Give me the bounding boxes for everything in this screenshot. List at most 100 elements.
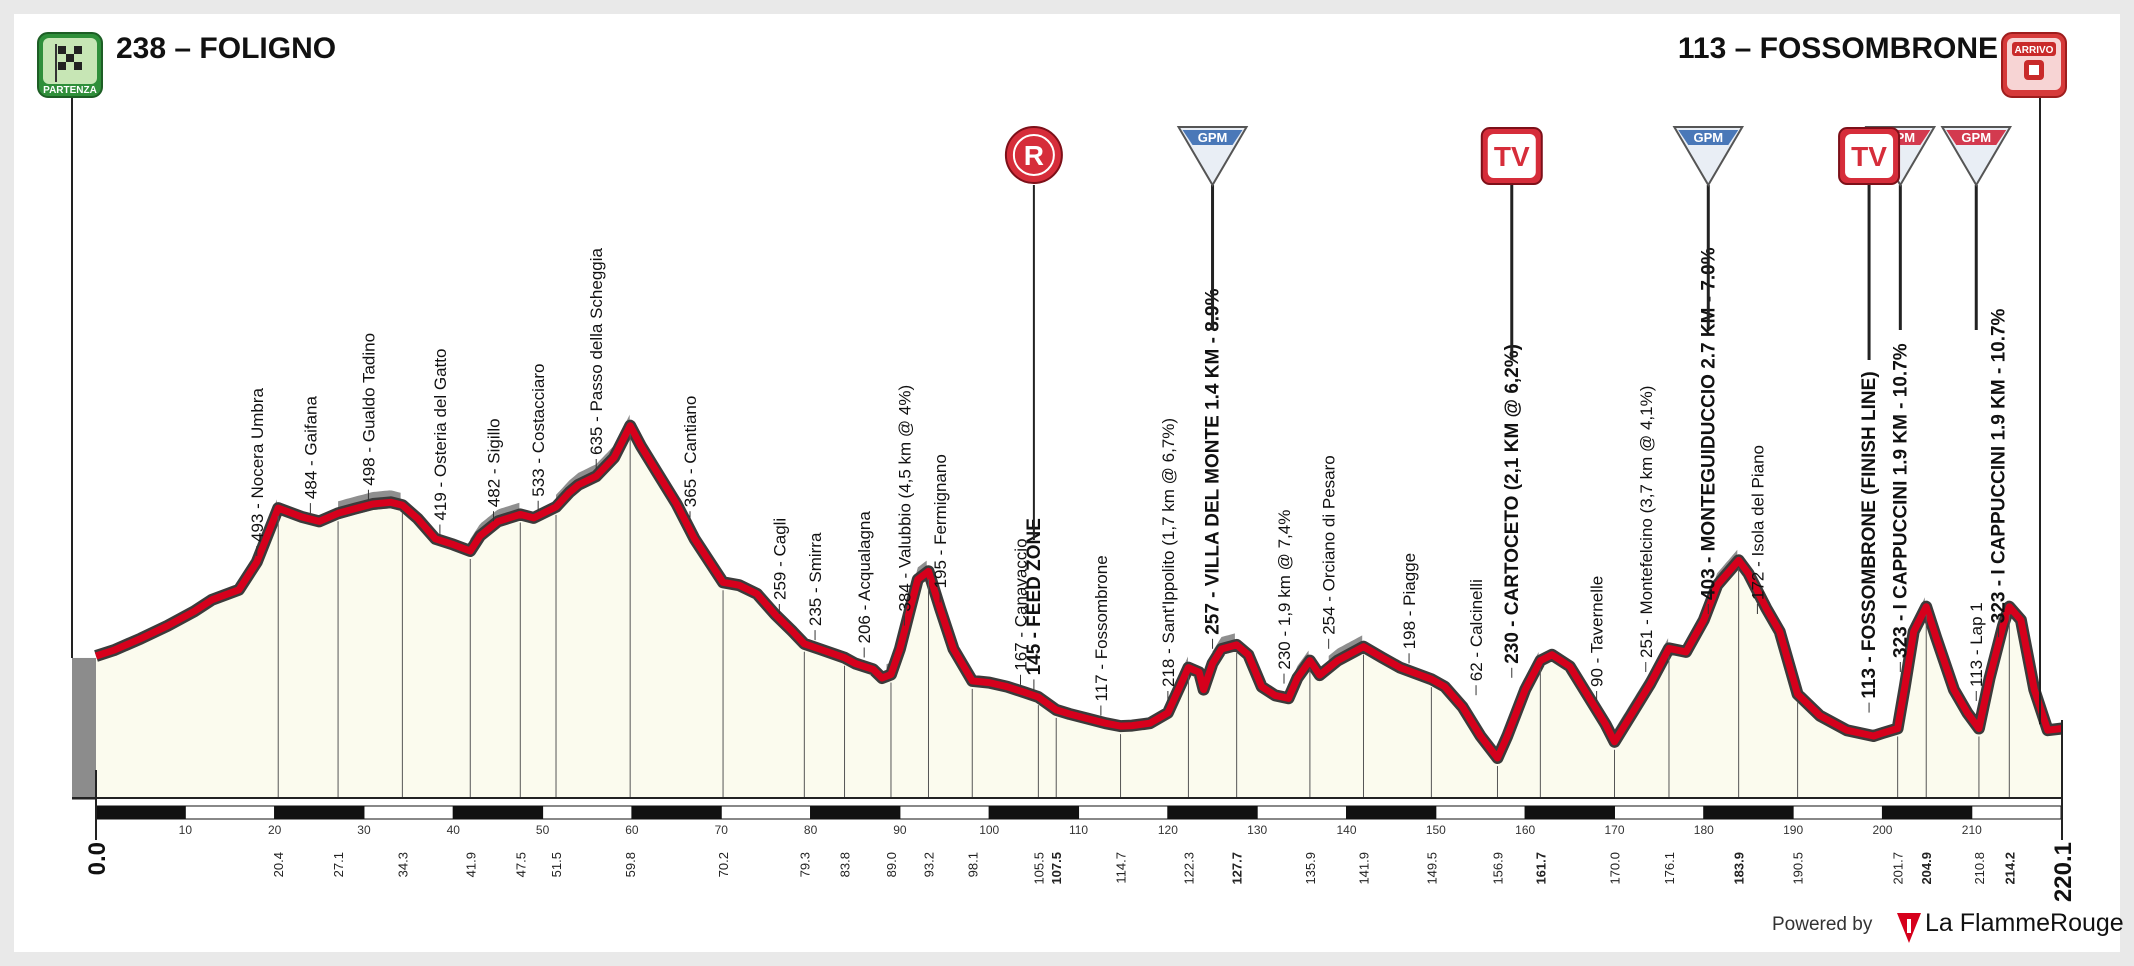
km-scale-segment (1881, 805, 1973, 820)
place-label: 195 - Fermignano (931, 454, 950, 588)
km-scale-segment (720, 805, 812, 820)
km-point-label: 79.3 (797, 852, 812, 877)
place-label: 384 - Valubbio (4,5 km @ 4%) (895, 385, 914, 612)
axis-tick-label: 120 (1158, 823, 1178, 837)
marker-text: R (1024, 140, 1044, 171)
km-scale-segment (810, 805, 901, 820)
place-label: 498 - Gualdo Tadino (359, 333, 378, 486)
km-point-label: 204.9 (1919, 852, 1934, 885)
place-label: 117 - Fossombrone (1092, 555, 1111, 701)
place-label: 206 - Acqualagna (855, 511, 874, 644)
flamme-rouge-logo-icon (1897, 913, 1921, 943)
place-label: 484 - Gaifana (301, 396, 320, 500)
km-point-label: 105.5 (1031, 852, 1046, 885)
axis-tick-label: 200 (1872, 823, 1892, 837)
axis-tick-label: 180 (1694, 823, 1714, 837)
marker-text: TV (1851, 141, 1887, 172)
place-label: 403 - MONTEGUIDUCCIO 2.7 KM - 7.0% (1698, 247, 1719, 600)
place-label: 254 - Orciano di Pesaro (1320, 455, 1339, 635)
place-label: 113 - Lap 1 (1967, 602, 1986, 687)
km-point-label: 89.0 (884, 852, 899, 877)
km-point-label: 190.5 (1791, 852, 1806, 885)
place-label: 365 - Cantiano (681, 396, 700, 508)
km-scale-segment (95, 805, 186, 820)
km-scale-segment (1256, 805, 1348, 820)
refreshment-marker-icon: R (1004, 126, 1063, 540)
end-km-label: 220.1 (2050, 842, 2077, 902)
axis-tick-label: 30 (357, 823, 371, 837)
axis-tick-label: 20 (268, 823, 282, 837)
km-scale-segment (631, 805, 722, 820)
km-scale-segment (1346, 805, 1437, 820)
km-scale-segment (1167, 805, 1258, 820)
start-badge-text: PARTENZA (43, 85, 97, 96)
tv-marker-icon: TV (1480, 127, 1543, 360)
axis-tick-label: 150 (1426, 823, 1446, 837)
km-point-label: 210.8 (1972, 852, 1987, 885)
marker-band (1678, 130, 1739, 145)
marker-inner (1845, 134, 1894, 178)
km-point-label: 201.7 (1891, 852, 1906, 885)
km-point-label: 34.3 (395, 852, 410, 877)
km-point-label: 83.8 (838, 852, 853, 877)
km-point-label: 135.9 (1303, 852, 1318, 885)
km-point-label: 27.1 (331, 852, 346, 877)
axis-tick-label: 130 (1247, 823, 1267, 837)
place-label: 533 - Costacciaro (529, 364, 548, 497)
axis-tick-label: 160 (1515, 823, 1535, 837)
profile-area (96, 429, 2062, 798)
km-point-label: 161.7 (1533, 852, 1548, 885)
place-label: 323 - I CAPPUCCINI 1.9 KM - 10.7% (1890, 343, 1911, 658)
km-scale-segment (899, 805, 990, 820)
km-scale-segment (452, 805, 544, 820)
marker-text: GPM (1198, 130, 1228, 145)
km-point-label: 70.2 (716, 852, 731, 877)
axis-tick-label: 80 (804, 823, 818, 837)
marker-band (1946, 130, 2007, 145)
place-label: 493 - Nocera Umbra (248, 387, 267, 542)
km-point-label: 149.5 (1424, 852, 1439, 885)
marker-text: GPM (1961, 130, 1991, 145)
km-point-label: 47.5 (513, 852, 528, 877)
km-scale-segment (1703, 805, 1794, 820)
road-line (94, 422, 2063, 762)
place-label: 145 - FEED ZONE (1024, 518, 1045, 675)
place-label: 251 - Montefelcino (3,7 km @ 4,1%) (1637, 386, 1656, 658)
place-label: 419 - Osteria del Gatto (431, 349, 450, 521)
km-point-label: 141.9 (1356, 852, 1371, 885)
finish-badge-icon: ARRIVO (2001, 32, 2067, 98)
place-label: 230 - CARTOCETO (2,1 KM @ 6,2%) (1502, 344, 1523, 664)
finish-title: 113 – FOSSOMBRONE (1677, 32, 1998, 65)
place-label: 259 - Cagli (770, 518, 789, 600)
place-label: 198 - Piagge (1400, 553, 1419, 649)
km-point-label: 51.5 (549, 852, 564, 877)
marker-ring (1012, 134, 1055, 176)
km-point-label: 127.7 (1230, 852, 1245, 885)
gpm-marker-icon: GPM (1176, 126, 1249, 330)
axis-tick-label: 70 (715, 823, 729, 837)
place-label: 482 - Sigillo (484, 418, 503, 507)
marker-band (1182, 130, 1243, 145)
axis-tick-label: 100 (979, 823, 999, 837)
km-point-label: 156.9 (1490, 852, 1505, 885)
axis-tick-label: 90 (893, 823, 907, 837)
km-point-label: 59.8 (623, 852, 638, 877)
finish-badge-text: ARRIVO (2015, 45, 2054, 56)
axis-tick-label: 10 (179, 823, 193, 837)
axis-tick-label: 60 (625, 823, 639, 837)
start-title: 238 – FOLIGNO (116, 32, 337, 65)
axis-tick-label: 190 (1783, 823, 1803, 837)
place-label: 167 - Canavaccio (1011, 538, 1030, 670)
marker-text: TV (1494, 141, 1530, 172)
km-point-label: 170.0 (1607, 852, 1622, 885)
km-scale-segment (1613, 805, 1705, 820)
marker-inner (1487, 134, 1536, 178)
place-label: 235 - Smirra (806, 532, 825, 626)
km-point-label: 93.2 (921, 852, 936, 877)
km-scale-segment (542, 805, 633, 820)
axis-tick-label: 110 (1069, 823, 1088, 837)
powered-by-text: Powered by (1772, 914, 1873, 935)
km-scale-segment (1078, 805, 1169, 820)
place-label: 323 - I CAPPUCCINI 1.9 KM - 10.7% (1989, 308, 2010, 623)
axis-tick-label: 50 (536, 823, 550, 837)
